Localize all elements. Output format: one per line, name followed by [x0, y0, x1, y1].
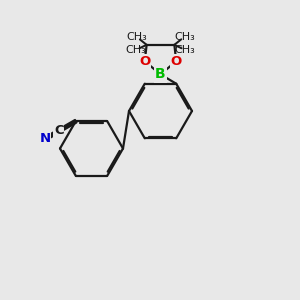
Text: C: C — [54, 124, 64, 137]
Text: CH₃: CH₃ — [175, 45, 196, 55]
Text: O: O — [139, 55, 150, 68]
Text: B: B — [155, 68, 166, 81]
Text: CH₃: CH₃ — [126, 32, 147, 42]
Text: CH₃: CH₃ — [174, 32, 195, 42]
Text: CH₃: CH₃ — [125, 45, 146, 55]
Text: O: O — [171, 55, 182, 68]
Text: N: N — [40, 132, 51, 146]
